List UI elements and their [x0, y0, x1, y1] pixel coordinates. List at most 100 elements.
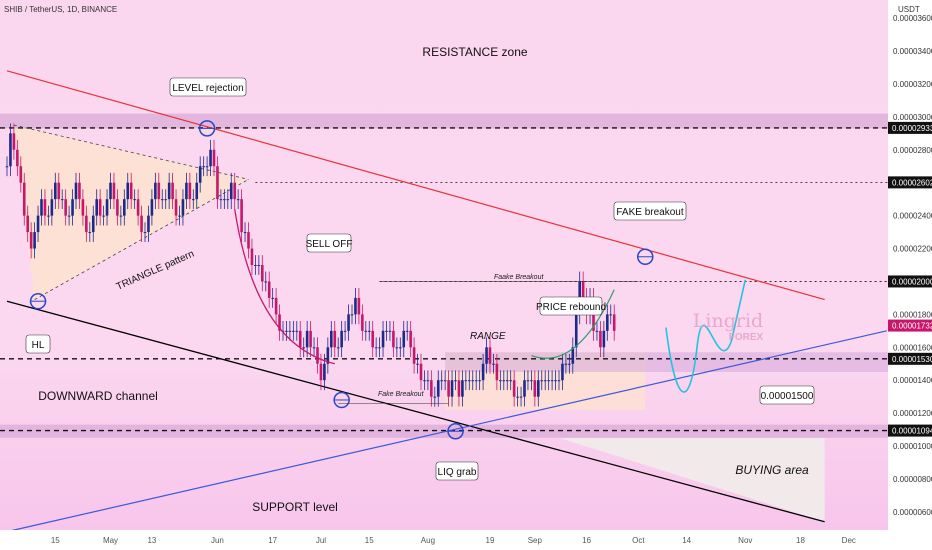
candle-body-88	[309, 330, 312, 348]
candle-body-17	[64, 199, 67, 216]
candle-body-63	[223, 199, 226, 201]
candle-body-156	[543, 380, 547, 382]
candle-body-52	[185, 182, 188, 200]
candle-body-85	[298, 330, 302, 348]
candle-body-103	[361, 314, 364, 331]
time-tick-1: May	[103, 536, 118, 545]
time-tick-15: Dec	[842, 536, 856, 545]
candle-body-32	[116, 199, 119, 216]
candle-body-14	[54, 182, 57, 200]
candle-body-163	[568, 363, 571, 365]
candle-body-132	[461, 380, 464, 397]
level-rejection-callout: LEVEL rejection	[169, 77, 247, 97]
candle-body-122	[426, 380, 430, 382]
candle-body-91	[319, 363, 323, 381]
candle-body-79	[278, 314, 281, 331]
candle-body-94	[330, 330, 333, 348]
candle-body-82	[288, 330, 292, 332]
candle-body-111	[388, 330, 392, 332]
candle-body-13	[50, 199, 54, 216]
candle-body-55	[195, 182, 199, 200]
annotations	[29, 120, 747, 440]
candle-body-151	[526, 380, 530, 382]
price-tick-8: 0.00001600	[893, 343, 932, 352]
candle-body-107	[374, 347, 378, 349]
candle-body-108	[378, 347, 381, 349]
candle-body-42	[150, 199, 154, 216]
price-level-badge-1	[888, 176, 932, 189]
candle-body-153	[533, 380, 537, 397]
hl-callout: HL	[25, 334, 51, 354]
candle-body-39	[140, 215, 143, 233]
candle-body-7	[29, 232, 33, 249]
candle-body-3	[16, 149, 19, 167]
candle-body-1	[9, 133, 12, 167]
candle-body-129	[450, 380, 454, 397]
candle-body-128	[447, 380, 450, 397]
candle-body-5	[22, 182, 26, 216]
candle-body-171	[595, 330, 599, 332]
candle-body-148	[516, 396, 519, 398]
candle-body-109	[381, 330, 385, 348]
price-axis[interactable]	[888, 0, 932, 530]
candle-body-16	[60, 199, 64, 201]
svg-text:LIQ grab: LIQ grab	[438, 467, 477, 478]
candle-body-33	[119, 215, 123, 217]
candle-body-97	[340, 330, 343, 348]
time-axis[interactable]	[0, 530, 932, 550]
candle-body-47	[167, 182, 171, 200]
price-tick-11: 0.00001000	[893, 442, 932, 451]
candle-body-135	[471, 380, 475, 382]
candle-body-48	[171, 182, 174, 200]
time-tick-6: 15	[365, 536, 374, 545]
candle-body-143	[499, 380, 502, 382]
svg-text:FAKE breakout: FAKE breakout	[616, 207, 683, 218]
fake-breakout-callout: FAKE breakout	[613, 201, 687, 221]
price-tick-12: 0.00000800	[893, 475, 932, 484]
candle-body-93	[326, 347, 330, 364]
buying-area-fill	[559, 437, 825, 522]
time-tick-9: Sep	[528, 536, 543, 545]
candle-body-74	[261, 265, 264, 282]
price-tick-1: 0.00003400	[893, 47, 932, 56]
candle-body-8	[33, 232, 36, 249]
candle-body-54	[192, 199, 195, 201]
candle-body-157	[547, 380, 550, 382]
candle-body-70	[247, 232, 250, 249]
candle-body-23	[85, 215, 88, 233]
candle-body-137	[478, 380, 481, 382]
candle-body-95	[333, 330, 337, 348]
candle-body-130	[454, 380, 457, 382]
candle-body-123	[430, 380, 433, 397]
svg-text:Lingrid: Lingrid	[693, 310, 763, 332]
candle-body-24	[88, 232, 92, 234]
candle-body-127	[443, 380, 447, 382]
candle-body-41	[147, 215, 150, 233]
svg-text:HL: HL	[32, 340, 45, 351]
price-level-badge-4	[888, 424, 932, 437]
support-level-label: SUPPORT level	[252, 500, 338, 514]
sell-off-callout: SELL OFF	[306, 233, 352, 253]
candle-body-25	[91, 215, 95, 233]
candle-body-121	[423, 380, 426, 382]
trendlines	[6, 70, 887, 533]
candle-body-61	[216, 166, 219, 200]
candle-body-43	[154, 182, 157, 200]
candle-body-67	[236, 199, 240, 201]
candle-body-71	[250, 248, 254, 265]
candle-body-86	[302, 347, 305, 349]
candle-body-149	[519, 396, 523, 398]
candle-body-38	[136, 199, 140, 216]
candle-body-49	[174, 199, 178, 216]
currency-label: USDT	[898, 5, 920, 14]
time-tick-12: 14	[682, 536, 691, 545]
candle-body-136	[474, 380, 478, 382]
candle-body-10	[40, 199, 43, 216]
candle-body-114	[399, 347, 402, 349]
time-tick-14: 18	[796, 536, 805, 545]
sell-off-arc	[234, 208, 335, 365]
price-tick-6: 0.00002200	[893, 245, 932, 254]
candle-body-51	[181, 199, 185, 216]
current-price-label: 0.00001732	[892, 322, 932, 331]
candle-body-65	[229, 182, 233, 200]
